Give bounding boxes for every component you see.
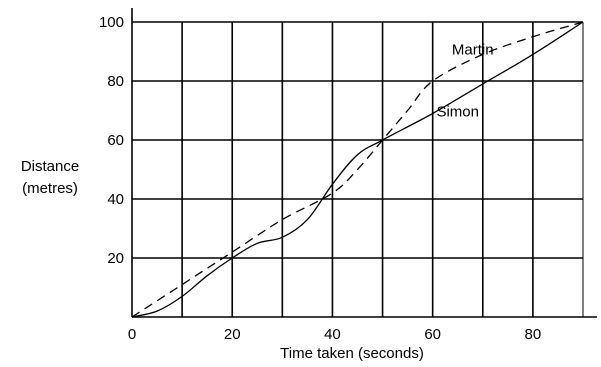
y-tick-label: 100 <box>99 14 124 31</box>
y-axis-label-line-1: Distance <box>21 158 79 175</box>
series-label-martin: Martin <box>452 41 494 58</box>
x-tick-label: 60 <box>424 326 441 343</box>
y-axis-label-line-2: (metres) <box>22 180 78 197</box>
series-lines <box>131 21 584 318</box>
x-tick-label: 0 <box>128 326 136 343</box>
x-tick-label: 20 <box>224 326 241 343</box>
y-tick-label: 40 <box>107 191 124 208</box>
series-line-martin <box>131 21 584 318</box>
x-tick-label: 80 <box>525 326 542 343</box>
series-line-simon <box>131 21 584 318</box>
series-labels: Martin Simon <box>436 41 493 120</box>
tick-labels: 0 20 40 60 80 20 40 60 80 100 <box>99 14 541 343</box>
series-label-simon: Simon <box>436 103 479 120</box>
x-axis-label: Time taken (seconds) <box>280 345 424 362</box>
y-tick-label: 60 <box>107 132 124 149</box>
grid <box>132 21 584 317</box>
axes <box>131 8 597 318</box>
x-tick-label: 40 <box>324 326 341 343</box>
y-tick-label: 20 <box>107 250 124 267</box>
y-tick-label: 80 <box>107 73 124 90</box>
